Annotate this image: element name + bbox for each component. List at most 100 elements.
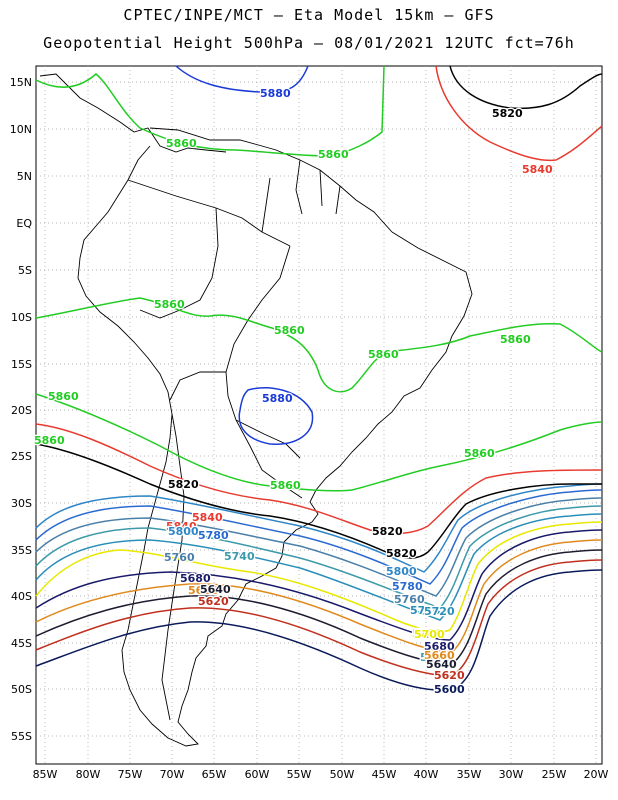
contour-5700 bbox=[35, 521, 603, 633]
lon-tick-label: 25W bbox=[542, 768, 567, 781]
lat-tick-label: 40S bbox=[11, 590, 32, 603]
contour-5680 bbox=[35, 529, 603, 641]
contour-value-label: 5820 bbox=[372, 525, 403, 538]
contour-5860-south bbox=[35, 393, 603, 492]
contour-5860-central bbox=[35, 297, 603, 393]
contour-5820 bbox=[35, 443, 602, 559]
contour-value-label: 5820 bbox=[386, 547, 417, 560]
caribbean-coast bbox=[149, 127, 393, 233]
contour-value-label: 5860 bbox=[274, 324, 305, 337]
map-title: CPTEC/INPE/MCT – Eta Model 15km – GFS bbox=[123, 6, 495, 24]
lat-tick-label: 25S bbox=[11, 450, 32, 463]
lat-tick-label: 10S bbox=[11, 311, 32, 324]
contour-value-label: 5800 bbox=[168, 525, 199, 538]
contour-value-label: 5660 bbox=[188, 584, 219, 597]
contour-value-label: 5840 bbox=[192, 511, 223, 524]
contour-value-label: 5780 bbox=[198, 529, 229, 542]
contour-value-label: 5760 bbox=[394, 593, 425, 606]
contour-value-label: 5680 bbox=[180, 572, 211, 585]
lon-tick-label: 60W bbox=[245, 768, 270, 781]
contour-value-label: 5720 bbox=[424, 605, 455, 618]
contour-value-label: 5600 bbox=[434, 683, 465, 696]
contour-value-label: 5620 bbox=[434, 669, 465, 682]
graticule bbox=[36, 66, 602, 764]
central-america-coast bbox=[39, 73, 227, 153]
contour-value-label: 5820 bbox=[168, 478, 199, 491]
contour-5840 bbox=[35, 423, 603, 535]
contour-5640 bbox=[35, 549, 603, 665]
country-borders bbox=[127, 179, 303, 721]
lon-tick-label: 75W bbox=[118, 768, 143, 781]
contour-value-label: 5860 bbox=[500, 333, 531, 346]
lon-tick-label: 85W bbox=[33, 768, 58, 781]
contour-5800 bbox=[35, 483, 603, 573]
contour-5880-high bbox=[238, 387, 314, 445]
lon-tick-label: 80W bbox=[76, 768, 101, 781]
contour-value-label: 5680 bbox=[424, 640, 455, 653]
lon-tick-label: 70W bbox=[160, 768, 185, 781]
contour-value-label: 5740 bbox=[420, 651, 451, 664]
lon-tick-label: 45W bbox=[372, 768, 397, 781]
lat-tick-label: 30S bbox=[11, 497, 32, 510]
longitude-labels: 85W 80W 75W 70W 65W 60W 55W 50W 45W 40W 35W 30W 25W 2… bbox=[33, 768, 609, 781]
contour-value-label: 5840 bbox=[166, 520, 197, 533]
contour-5600 bbox=[35, 569, 603, 692]
contour-value-label: 5700 bbox=[412, 627, 443, 640]
lat-tick-label: 20S bbox=[11, 404, 32, 417]
contour-value-label: 5880 bbox=[262, 392, 293, 405]
lat-tick-label: 5N bbox=[17, 170, 32, 183]
contour-5740 bbox=[35, 505, 603, 609]
contour-value-label: 5640 bbox=[200, 583, 231, 596]
lon-tick-label: 30W bbox=[499, 768, 524, 781]
lat-tick-label: 55S bbox=[11, 730, 32, 743]
lat-tick-label: 15N bbox=[10, 76, 32, 89]
lat-tick-label: 15S bbox=[11, 358, 32, 371]
contour-value-label: 5760 bbox=[164, 551, 195, 564]
lon-tick-label: 20W bbox=[584, 768, 609, 781]
contour-5660 bbox=[35, 539, 603, 653]
contour-value-label: 5860 bbox=[166, 137, 197, 150]
contour-value-label: 5860 bbox=[34, 434, 65, 447]
guiana-borders bbox=[261, 159, 341, 233]
lon-tick-label: 35W bbox=[457, 768, 482, 781]
contour-value-label: 5860 bbox=[368, 348, 399, 361]
contour-value-label: 5860 bbox=[48, 390, 79, 403]
lat-tick-label: 50S bbox=[11, 683, 32, 696]
lon-tick-label: 40W bbox=[414, 768, 439, 781]
contour-value-label: 5640 bbox=[426, 658, 457, 671]
contour-5840-northeast bbox=[435, 65, 603, 162]
lat-tick-label: EQ bbox=[16, 217, 32, 230]
contour-value-label: 5860 bbox=[464, 447, 495, 460]
contour-5620 bbox=[35, 559, 603, 677]
contour-value-label: 5820 bbox=[492, 107, 523, 120]
lat-tick-label: 5S bbox=[18, 264, 32, 277]
contour-value-label: 5720 bbox=[410, 604, 441, 617]
contour-5720 bbox=[35, 513, 603, 621]
contour-value-label: 5860 bbox=[270, 479, 301, 492]
coastlines bbox=[39, 73, 473, 747]
map-subtitle: Geopotential Height 500hPa – 08/01/2021 … bbox=[43, 34, 575, 52]
contour-value-label: 5780 bbox=[392, 580, 423, 593]
contour-value-label: 5860 bbox=[318, 148, 349, 161]
lat-tick-label: 35S bbox=[11, 544, 32, 557]
contour-value-label: 5880 bbox=[260, 87, 291, 100]
contour-5760 bbox=[35, 497, 603, 597]
contour-5860-north bbox=[35, 65, 385, 157]
contour-5820-northeast bbox=[449, 65, 603, 110]
contour-value-label: 5800 bbox=[386, 565, 417, 578]
contour-5880-north bbox=[175, 65, 309, 94]
lon-tick-label: 65W bbox=[202, 768, 227, 781]
contour-value-label: 5860 bbox=[154, 298, 185, 311]
height-contours bbox=[35, 65, 603, 692]
contour-value-label: 5700 bbox=[414, 628, 445, 641]
lat-tick-label: 10N bbox=[10, 123, 32, 136]
lon-tick-label: 55W bbox=[287, 768, 312, 781]
lat-tick-label: 45S bbox=[11, 637, 32, 650]
contour-5780 bbox=[35, 489, 603, 585]
contour-value-label: 5660 bbox=[424, 649, 455, 662]
contour-value-label: 5840 bbox=[522, 163, 553, 176]
contour-value-label: 5740 bbox=[224, 550, 255, 563]
contour-labels: 5880 5860 5860 5820 5840 5860 5860 5860 5860 5860… bbox=[33, 86, 554, 698]
map-frame bbox=[35, 65, 603, 765]
